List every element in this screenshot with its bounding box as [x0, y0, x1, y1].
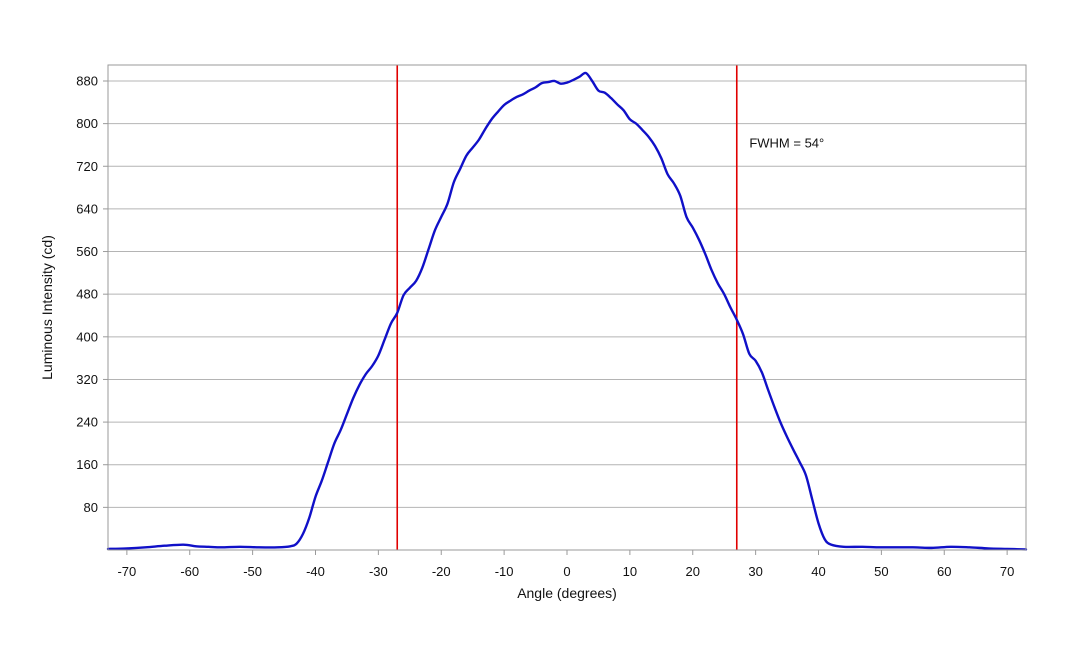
intensity-series-line	[106, 71, 1028, 551]
series-group	[106, 71, 1028, 551]
y-tick-label: 640	[76, 201, 98, 216]
y-tick-label: 800	[76, 116, 98, 131]
y-axis-title: Luminous Intensity (cd)	[39, 235, 55, 380]
y-tick-label: 880	[76, 73, 98, 88]
y-tick-label: 400	[76, 329, 98, 344]
x-tick-label: 20	[686, 564, 700, 579]
x-tick-labels: -70 -60 -50 -40 -30 -20 -10 0 10 20 30 40 50 60 70	[117, 564, 1014, 579]
y-tick-label: 480	[76, 287, 98, 302]
x-tick-label: -50	[243, 564, 262, 579]
x-tick-label: -30	[369, 564, 388, 579]
axis-ticks	[103, 80, 1008, 555]
y-tick-label: 240	[76, 415, 98, 430]
x-tick-label: -70	[117, 564, 136, 579]
x-tick-label: 60	[937, 564, 951, 579]
gridlines	[108, 80, 1026, 508]
x-tick-label: 30	[748, 564, 762, 579]
x-tick-label: 70	[1000, 564, 1014, 579]
y-tick-label: 720	[76, 159, 98, 174]
x-tick-label: 40	[811, 564, 825, 579]
x-tick-label: 50	[874, 564, 888, 579]
x-tick-label: -10	[495, 564, 514, 579]
plot-frame	[107, 64, 1027, 551]
y-tick-label: 320	[76, 372, 98, 387]
x-tick-label: -60	[180, 564, 199, 579]
y-tick-label: 80	[84, 500, 98, 515]
fwhm-markers	[396, 65, 738, 550]
x-tick-label: 10	[623, 564, 637, 579]
x-axis-title: Angle (degrees)	[517, 585, 617, 601]
y-tick-label: 160	[76, 457, 98, 472]
fwhm-annotation: FWHM = 54°	[749, 136, 824, 151]
x-tick-label: -40	[306, 564, 325, 579]
x-tick-label: -20	[432, 564, 451, 579]
x-tick-label: 0	[563, 564, 570, 579]
y-tick-labels: 80 160 240 320 400 480 560 640 720 800 880	[76, 73, 98, 514]
y-tick-label: 560	[76, 244, 98, 259]
